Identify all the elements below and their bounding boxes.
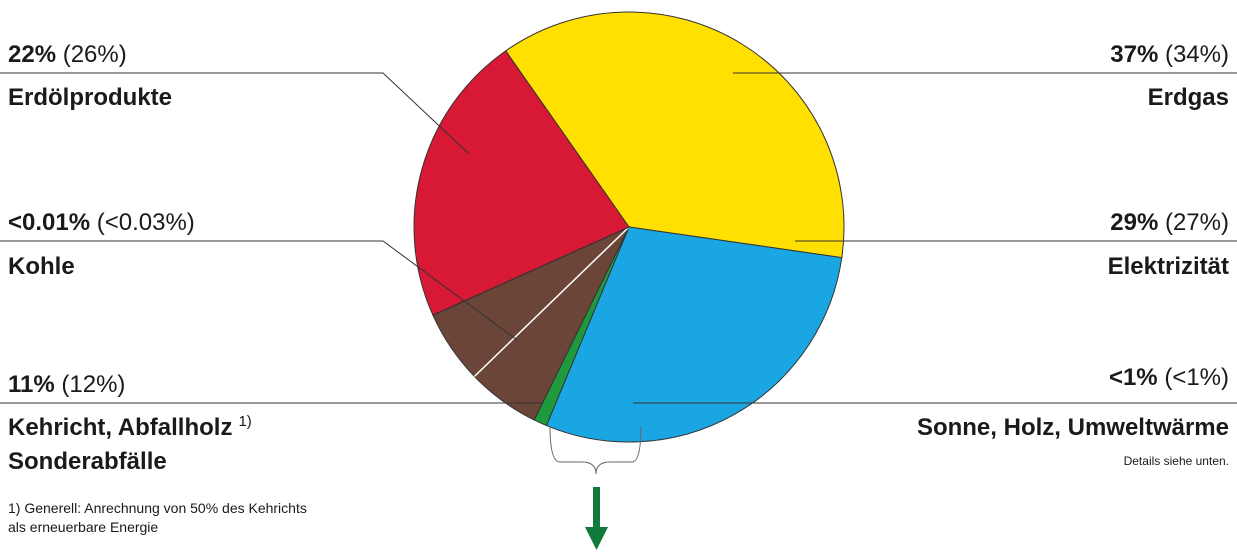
label-kehricht-pct: 11% (12%) [8, 373, 125, 397]
label-erdgas-pct: 37% (34%) [1110, 43, 1229, 67]
label-erdoel-name: Erdölprodukte [8, 84, 173, 111]
label-sonne-pct: <1% (<1%) [1109, 366, 1229, 390]
sonne-value: <1% [1108, 364, 1158, 391]
label-kohle-pct: <0.01% (<0.03%) [8, 211, 195, 235]
pie-slices [413, 11, 845, 443]
footnote-line1: 1) Generell: Anrechnung von 50% des Kehr… [8, 500, 307, 516]
pie-slice-erdoel [413, 50, 630, 316]
elektrizitaet-prev: (27%) [1164, 209, 1229, 236]
label-sonne-name: Sonne, Holz, Umweltwärme [916, 414, 1229, 441]
arrow-shaft [593, 487, 600, 529]
kehricht-value: 11% [8, 371, 55, 398]
elektrizitaet-value: 29% [1110, 209, 1159, 236]
leader-kohle [0, 240, 518, 341]
arrow-head [585, 527, 608, 550]
kehricht-prev: (12%) [61, 371, 126, 398]
kehricht-bracket [549, 425, 642, 475]
erdgas-value: 37% [1110, 41, 1159, 68]
label-kohle-name: Kohle [8, 253, 75, 280]
footnote-line2: als erneuerbare Energie [8, 519, 159, 535]
label-kehricht-name2: Sonderabfälle [8, 448, 167, 475]
kehricht-name: Kehricht, Abfallholz [8, 414, 233, 441]
label-elektrizitaet-name: Elektrizität [1107, 253, 1229, 280]
erdgas-prev: (34%) [1164, 41, 1229, 68]
label-sonne-details: Details siehe unten. [1123, 454, 1229, 468]
label-erdgas-name: Erdgas [1147, 84, 1229, 111]
down-arrow [585, 487, 608, 550]
footnote: 1) Generell: Anrechnung von 50% des Kehr… [8, 499, 307, 537]
kohle-prev: (<0.03%) [96, 209, 195, 236]
label-erdoel-pct: 22% (26%) [8, 43, 127, 67]
label-kehricht-name: Kehricht, Abfallholz 1) [8, 413, 252, 441]
leader-erdoel [0, 72, 469, 154]
pie-slice-elektrizitaet [545, 226, 843, 443]
erdoel-value: 22% [8, 41, 57, 68]
leader-lines [0, 72, 1237, 404]
erdoel-prev: (26%) [62, 41, 127, 68]
kehricht-footnote-ref: 1) [238, 413, 252, 430]
sonne-prev: (<1%) [1164, 364, 1229, 391]
label-elektrizitaet-pct: 29% (27%) [1110, 211, 1229, 235]
bracket [549, 425, 642, 475]
kohle-value: <0.01% [8, 209, 91, 236]
kehricht-split-line [473, 226, 630, 377]
